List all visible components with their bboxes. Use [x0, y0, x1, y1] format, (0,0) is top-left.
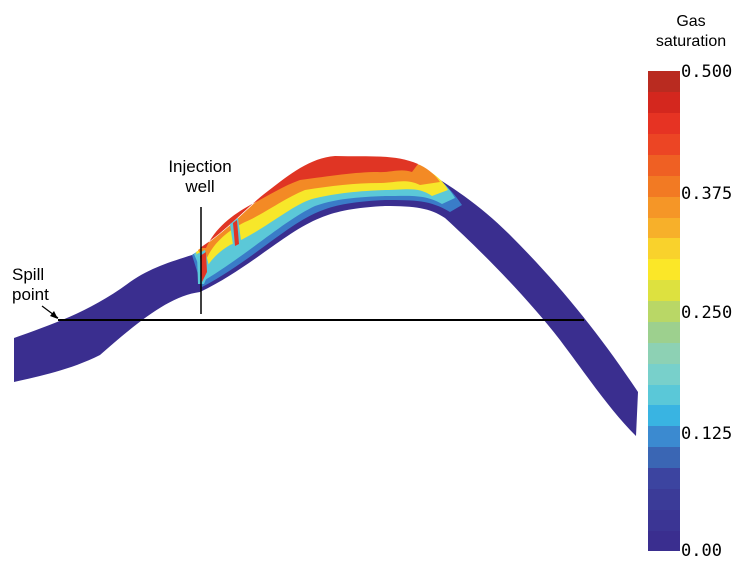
colorbar-swatch [648, 91, 680, 114]
colorbar-swatch [648, 509, 680, 531]
aquifer-layer [14, 159, 638, 436]
colorbar-swatch [648, 467, 680, 489]
colorbar-tick-0500: 0.500 [681, 62, 733, 82]
colorbar-swatch [648, 425, 680, 448]
colorbar-title-line1: Gas [676, 13, 706, 30]
colorbar-swatch [648, 154, 680, 176]
colorbar [648, 71, 680, 552]
injection-well-label-line1: Injection [168, 157, 232, 176]
colorbar-swatch [648, 530, 680, 552]
colorbar-swatch [648, 404, 680, 427]
colorbar-swatch [648, 342, 680, 364]
colorbar-swatch [648, 488, 680, 510]
spill-point-label: Spill point [12, 265, 49, 305]
plume-yellow [196, 157, 448, 275]
colorbar-swatch [648, 71, 680, 93]
colorbar-swatch [648, 279, 680, 302]
colorbar-swatch [648, 133, 680, 155]
colorbar-swatch [648, 384, 680, 406]
colorbar-swatch [648, 300, 680, 322]
colorbar-swatch [648, 217, 680, 239]
colorbar-swatch [648, 196, 680, 218]
colorbar-tick-0250: 0.250 [681, 303, 733, 323]
spill-point-label-line2: point [12, 285, 49, 304]
spill-point-label-line1: Spill [12, 265, 45, 284]
colorbar-swatch [648, 363, 680, 385]
plume-red [200, 156, 418, 248]
injection-well-label-line2: well [185, 177, 215, 196]
colorbar-title-line2: saturation [655, 33, 727, 50]
colorbar-swatch [648, 258, 680, 281]
colorbar-swatch [648, 321, 680, 343]
colorbar-swatch [648, 237, 680, 260]
injection-well-label: Injection well [164, 157, 236, 197]
plume-orange [198, 156, 440, 262]
colorbar-swatch [648, 112, 680, 135]
spill-point-arrowhead [50, 311, 58, 319]
colorbar-swatch [648, 175, 680, 197]
colorbar-tick-0375: 0.375 [681, 184, 733, 204]
colorbar-tick-0125: 0.125 [681, 424, 733, 444]
colorbar-swatch [648, 446, 680, 468]
plume-streak-red [233, 220, 239, 246]
colorbar-title: Gas saturation [646, 12, 736, 52]
colorbar-tick-000: 0.00 [681, 541, 722, 561]
